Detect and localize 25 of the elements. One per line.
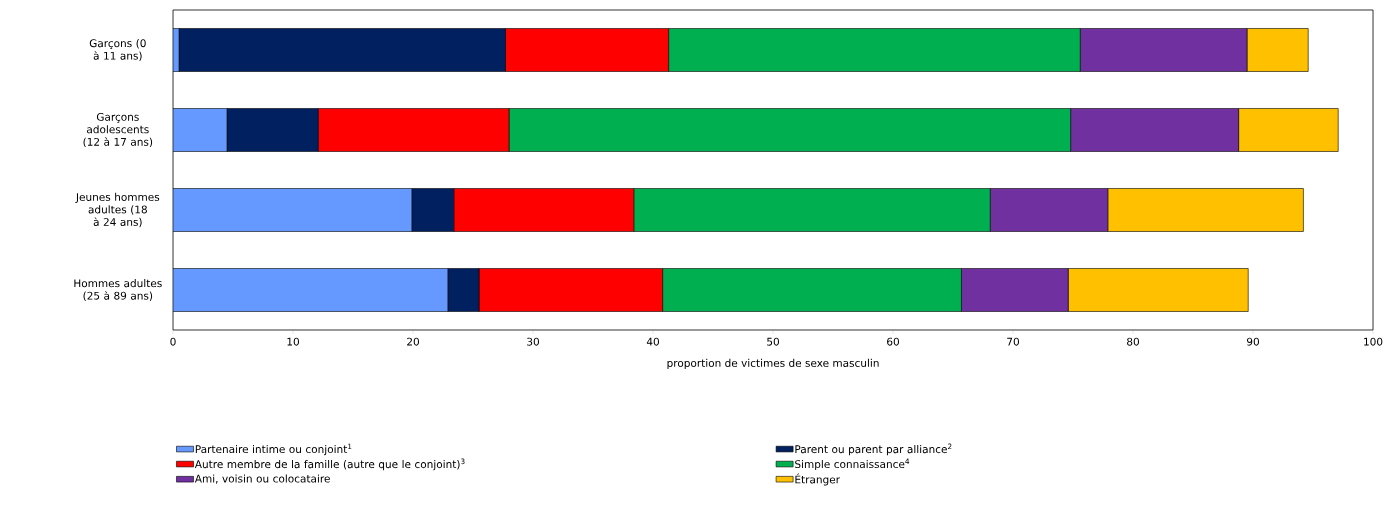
x-tick-label: 90 — [1246, 337, 1259, 346]
bar — [173, 108, 228, 152]
bar — [173, 188, 413, 232]
x-tick-label: 60 — [887, 337, 899, 346]
y-tick-label: Hommes adultes (25 à 89 ans) — [74, 279, 162, 301]
x-tick-label: 80 — [1127, 337, 1139, 346]
x-tick-label: 50 — [767, 337, 779, 346]
x-axis-title: proportion de victimes de sexe masculin — [667, 358, 879, 369]
legend-label: Étranger — [795, 473, 841, 486]
x-tick-label: 100 — [1364, 337, 1383, 346]
x-tick-label: 40 — [646, 337, 659, 346]
legend-label: Ami, voisin ou colocataire — [194, 474, 330, 484]
x-tick-label: 10 — [287, 337, 299, 346]
x-tick-label: 20 — [407, 337, 419, 346]
y-tick-label: Jeunes hommes adultes (18 à 24 ans) — [75, 192, 160, 228]
x-tick-label: 70 — [1007, 337, 1019, 346]
bar — [173, 268, 449, 312]
legend-label: Parent ou parent par alliance$^{2}$ — [795, 443, 952, 456]
x-tick-label: 0 — [170, 337, 176, 346]
legend-label: Autre membre de la famille (autre que le conjoint)$^{3}$ — [194, 458, 465, 471]
y-tick-label: Garçons adolescents (12 à 17 ans) — [83, 112, 153, 148]
x-tick-label: 30 — [527, 337, 539, 346]
legend-label: Simple connaissance$^{4}$ — [795, 458, 910, 471]
legend-label: Partenaire intime ou conjoint$^{1}$ — [195, 443, 352, 456]
y-tick-label: Garçons (0 à 11 ans) — [89, 39, 146, 61]
